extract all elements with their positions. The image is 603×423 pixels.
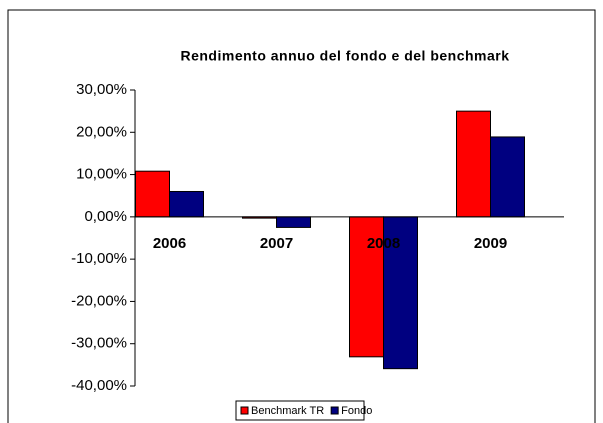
bar	[383, 216, 418, 370]
x-tick-label: 2009	[474, 235, 507, 252]
y-tick-label: -10,00%	[71, 250, 127, 267]
legend-label: Fondo	[341, 405, 372, 417]
legend-box	[235, 400, 365, 421]
bar	[349, 216, 384, 358]
y-tick-label: 30,00%	[76, 81, 127, 98]
legend-swatch	[330, 406, 339, 415]
bar	[169, 190, 204, 218]
x-tick-label: 2006	[153, 235, 186, 252]
chart-title: Rendimento annuo del fondo e del benchma…	[180, 48, 509, 64]
bar	[135, 170, 170, 218]
bar	[490, 136, 525, 218]
y-tick-label: -20,00%	[71, 292, 127, 309]
chart-frame	[7, 9, 596, 423]
bar	[276, 216, 311, 228]
y-tick-label: 0,00%	[84, 208, 127, 225]
x-tick-label: 2008	[367, 235, 400, 252]
y-tick-label: 20,00%	[76, 123, 127, 140]
x-tick-label: 2007	[260, 235, 293, 252]
bar	[456, 110, 491, 218]
y-tick-label: 10,00%	[76, 166, 127, 183]
y-tick-label: -30,00%	[71, 335, 127, 352]
legend-label: Benchmark TR	[251, 405, 324, 417]
legend-swatch	[240, 406, 249, 415]
y-tick-label: -40,00%	[71, 377, 127, 394]
